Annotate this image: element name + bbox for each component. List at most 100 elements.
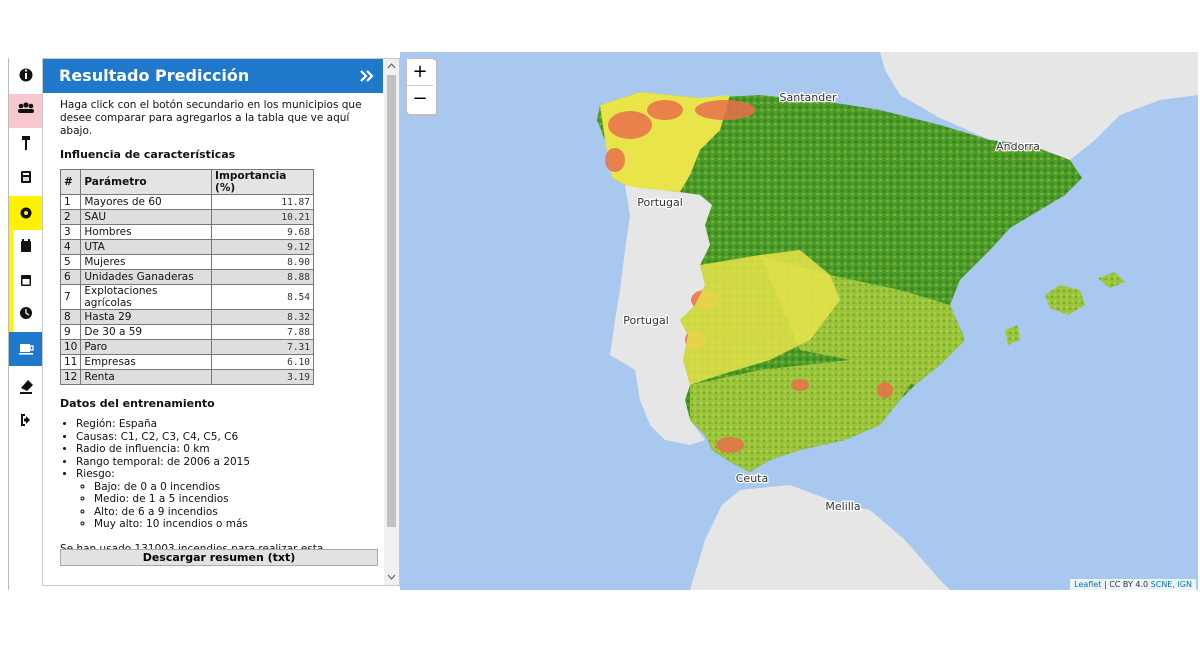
rank-cell: 1 <box>59 194 82 210</box>
parameter-cell: Mujeres <box>80 254 213 270</box>
table-row: 9 De 30 a 59 7.88 <box>59 324 314 340</box>
rank-cell: 11 <box>59 354 82 370</box>
importance-cell: 3.19 <box>211 369 314 385</box>
map[interactable]: Santander Andorra Portugal Portugal Ceuta Mel… <box>400 52 1198 590</box>
importance-cell: 8.54 <box>211 284 314 310</box>
parameter-cell: Hombres <box>80 224 213 240</box>
importance-cell: 9.12 <box>211 239 314 255</box>
risk-level: Medio: de 1 a 5 incendios <box>94 493 378 506</box>
rank-cell: 2 <box>59 209 82 225</box>
parameter-cell: UTA <box>80 239 213 255</box>
side-panel: Resultado Predicción Haga click con el b… <box>42 58 400 586</box>
rank-cell: 6 <box>59 269 82 285</box>
panel-content: Haga click con el botón secundario en lo… <box>59 99 378 567</box>
training-item: Región: España <box>76 418 378 431</box>
importance-cell: 8.88 <box>211 269 314 285</box>
balearics <box>1005 272 1125 345</box>
rank-cell: 12 <box>59 369 82 385</box>
importance-cell: 8.32 <box>211 309 314 325</box>
training-item: Radio de influencia: 0 km <box>76 443 378 456</box>
risk-levels: Bajo: de 0 a 0 incendiosMedio: de 1 a 5 … <box>76 481 378 531</box>
training-item: Rango temporal: de 2006 a 2015 <box>76 456 378 469</box>
zoom-out[interactable]: − <box>407 86 433 112</box>
risk-level: Alto: de 6 a 9 incendios <box>94 506 378 519</box>
scrollbar[interactable] <box>384 59 399 585</box>
column-header: # <box>59 169 82 195</box>
table-row: 7 Explotaciones agrícolas 8.54 <box>59 284 314 310</box>
table-row: 2 SAU 10.21 <box>59 209 314 225</box>
parameter-cell: Paro <box>80 339 213 355</box>
parameter-cell: Unidades Ganaderas <box>80 269 213 285</box>
importance-cell: 9.68 <box>211 224 314 240</box>
rank-cell: 4 <box>59 239 82 255</box>
risk-level: Bajo: de 0 a 0 incendios <box>94 481 378 494</box>
region-west <box>680 250 840 385</box>
importance-cell: 8.90 <box>211 254 314 270</box>
place-label: Santander <box>780 91 837 104</box>
rank-cell: 3 <box>59 224 82 240</box>
column-header: Parámetro <box>80 169 213 195</box>
users-icon[interactable] <box>18 102 34 113</box>
tool-icon[interactable] <box>22 136 30 150</box>
parameter-cell: Mayores de 60 <box>80 194 213 210</box>
portugal <box>610 185 712 445</box>
parameter-cell: Empresas <box>80 354 213 370</box>
logout-icon[interactable] <box>21 414 30 426</box>
table-row: 3 Hombres 9.68 <box>59 224 314 240</box>
influence-table: # Parámetro Importancia (%) 1 Mayores de 60 1… <box>59 169 314 385</box>
importance-cell: 7.31 <box>211 339 314 355</box>
clock-icon[interactable] <box>20 307 32 319</box>
sidebar-tabs <box>8 58 43 590</box>
calculator-icon[interactable] <box>21 171 31 183</box>
parameter-cell: SAU <box>80 209 213 225</box>
training-list: Región: EspañaCausas: C1, C2, C3, C4, C5… <box>60 418 378 531</box>
place-label: Portugal <box>637 196 683 209</box>
place-label: Melilla <box>825 500 860 513</box>
table-row: 6 Unidades Ganaderas 8.88 <box>59 269 314 285</box>
tab-icons <box>9 68 43 426</box>
table-row: 8 Hasta 29 8.32 <box>59 309 314 325</box>
high-risk <box>605 100 893 453</box>
attribution: Leaflet | CC BY 4.0 SCNE, IGN <box>1070 579 1196 590</box>
app: Santander Andorra Portugal Portugal Ceuta Mel… <box>0 52 1200 590</box>
attribution-link[interactable]: SCNE, IGN <box>1150 580 1192 589</box>
eraser-icon[interactable] <box>20 380 33 394</box>
collapse-button[interactable] <box>359 69 375 83</box>
table-row: 4 UTA 9.12 <box>59 239 314 255</box>
risk-level: Muy alto: 10 incendios o más <box>94 518 378 531</box>
place-label: Portugal <box>623 314 669 327</box>
training-item: Riesgo:Bajo: de 0 a 0 incendiosMedio: de… <box>76 468 378 531</box>
gear-icon[interactable] <box>20 207 32 219</box>
table-header: # Parámetro Importancia (%) <box>59 169 314 195</box>
region-south <box>690 360 920 472</box>
rank-cell: 8 <box>59 309 82 325</box>
calendar-icon[interactable] <box>21 239 31 252</box>
africa <box>690 485 950 590</box>
map-labels: Santander Andorra Portugal Portugal Ceuta Mel… <box>622 90 1041 515</box>
rank-cell: 7 <box>59 284 82 310</box>
panel-title: Resultado Predicción <box>59 66 250 85</box>
attribution-link[interactable]: Leaflet <box>1074 580 1102 589</box>
table-row: 1 Mayores de 60 11.87 <box>59 194 314 210</box>
rank-cell: 10 <box>59 339 82 355</box>
place-label: Andorra <box>996 140 1040 153</box>
france <box>880 52 1198 160</box>
panel-header: Resultado Predicción <box>43 59 383 93</box>
importance-cell: 7.88 <box>211 324 314 340</box>
table-row: 12 Renta 3.19 <box>59 369 314 385</box>
scrollbar-graphic <box>387 63 396 580</box>
table-row: 10 Paro 7.31 <box>59 339 314 355</box>
importance-cell: 6.10 <box>211 354 314 370</box>
table-row: 11 Empresas 6.10 <box>59 354 314 370</box>
rank-cell: 9 <box>59 324 82 340</box>
parameter-cell: Renta <box>80 369 213 385</box>
attribution-text: | CC BY 4.0 <box>1103 580 1149 589</box>
calendar-icon[interactable] <box>21 275 31 286</box>
importance-cell: 11.87 <box>211 194 314 210</box>
download-button[interactable]: Descargar resumen (txt) <box>60 549 378 566</box>
zoom-in[interactable]: + <box>407 59 433 86</box>
table-row: 5 Mujeres 8.90 <box>59 254 314 270</box>
importance-cell: 10.21 <box>211 209 314 225</box>
coffee-icon[interactable] <box>19 344 34 355</box>
